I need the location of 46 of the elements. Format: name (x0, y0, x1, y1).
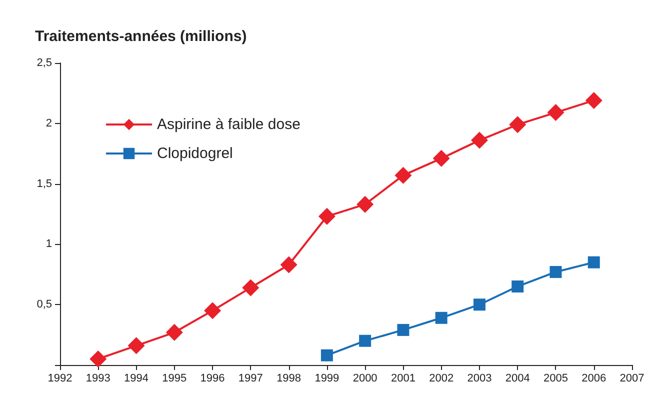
x-tick-label: 1998 (276, 372, 302, 384)
x-tick-label: 2006 (582, 372, 606, 384)
point (509, 116, 526, 134)
point (432, 150, 450, 167)
point (394, 166, 412, 184)
x-tick-label: 2000 (352, 372, 378, 384)
x-tick-label: 1994 (124, 372, 149, 384)
point (397, 324, 410, 336)
x-tick-label: 2004 (505, 372, 530, 384)
point (470, 132, 488, 149)
point (204, 302, 222, 320)
x-tick-label: 1997 (238, 372, 263, 384)
x-tick-label: 1992 (48, 372, 72, 384)
point (473, 298, 486, 311)
point (320, 349, 333, 362)
point (359, 334, 372, 347)
x-tick-label: 1999 (314, 372, 340, 384)
y-tick-label: 2 (46, 117, 52, 130)
point (280, 256, 298, 274)
point (547, 104, 564, 122)
y-tick-label: 2,5 (36, 57, 52, 69)
x-tick-label: 1995 (162, 372, 187, 384)
point (585, 92, 602, 109)
point (550, 266, 562, 278)
point (242, 279, 260, 296)
x-tick-label: 2002 (429, 372, 454, 384)
x-tick-label: 2007 (620, 372, 644, 384)
y-tick-label: 1,5 (36, 178, 52, 190)
point (166, 324, 183, 341)
point (128, 337, 145, 354)
x-tick-label: 2001 (390, 372, 416, 384)
legend-label: Aspirine à faible dose (157, 116, 300, 133)
point (90, 350, 107, 368)
y-tick-label: 0,5 (36, 298, 52, 311)
legend-label: Clopidogrel (157, 145, 233, 162)
point (588, 256, 600, 268)
point (356, 196, 374, 213)
x-tick-label: 2005 (543, 372, 568, 384)
point (318, 208, 336, 225)
x-tick-label: 1993 (86, 372, 110, 384)
x-tick-label: 1996 (200, 372, 225, 384)
point (435, 312, 448, 324)
y-tick-label: 1 (46, 238, 52, 250)
x-tick-label: 2003 (467, 372, 492, 384)
point (512, 280, 524, 292)
y-axis-title: Traitements-années (millions) (35, 28, 247, 45)
